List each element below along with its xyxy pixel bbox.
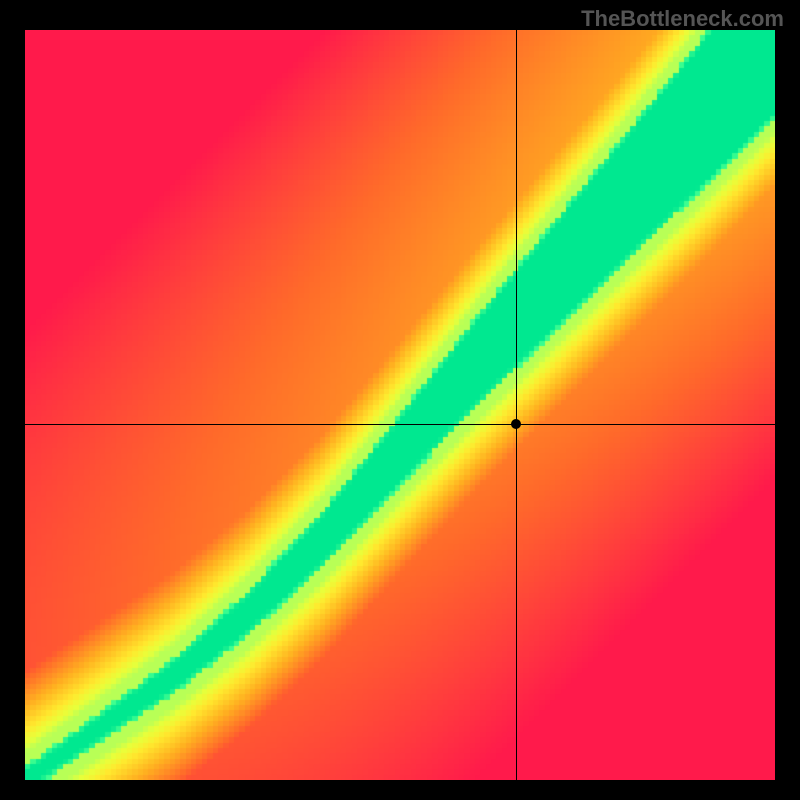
heatmap-canvas: [25, 30, 775, 780]
crosshair-vertical: [516, 30, 517, 780]
crosshair-horizontal: [25, 424, 775, 425]
watermark-text: TheBottleneck.com: [581, 6, 784, 32]
bottleneck-marker-dot: [511, 419, 521, 429]
heatmap-plot: [25, 30, 775, 780]
